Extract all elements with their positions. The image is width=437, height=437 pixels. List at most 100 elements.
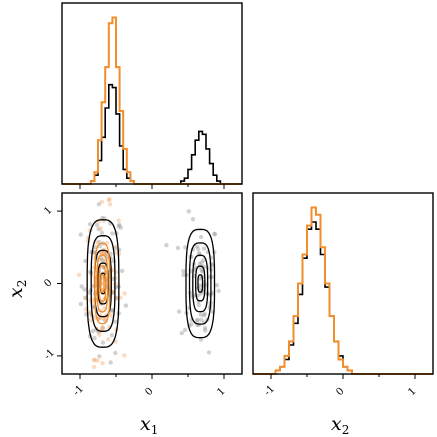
scatter-point-a: [78, 301, 84, 307]
scatter-point-a: [201, 264, 206, 269]
scatter-point-a: [198, 234, 204, 240]
scatter-point-b: [98, 226, 104, 231]
contour-line-a: [192, 254, 209, 313]
scatter-point-a: [197, 276, 203, 281]
scatter-point-b: [95, 358, 100, 363]
scatter-point-b: [102, 317, 108, 322]
scatter-point-a: [201, 246, 207, 251]
scatter-point-a: [176, 309, 182, 314]
scatter-point-b: [105, 337, 111, 342]
scatter-point-a: [109, 333, 115, 338]
scatter-point-b: [99, 199, 105, 204]
scatter-point-b: [99, 326, 105, 331]
scatter-point-a: [198, 337, 204, 342]
scatter-point-a: [123, 303, 129, 308]
scatter-point-b: [116, 218, 122, 223]
scatter-point-b: [113, 244, 119, 249]
x1-tick-label: 0: [143, 386, 155, 398]
scatter-point-a: [164, 243, 169, 248]
scatter-point-a: [212, 232, 218, 237]
scatter-point-a: [87, 222, 93, 227]
scatter-point-a: [117, 222, 122, 228]
scatter-point-a: [175, 245, 181, 251]
scatter-point-a: [118, 225, 123, 230]
x1-histogram-a: [62, 83, 242, 185]
contour-line-a: [197, 274, 204, 293]
scatter-point-a: [196, 251, 202, 256]
scatter-point-a: [87, 290, 92, 295]
scatter-point-a: [82, 287, 87, 292]
scatter-point-b: [88, 318, 94, 323]
x2-histogram-a: [253, 221, 433, 375]
scatter-point-b: [122, 353, 127, 358]
scatter-point-a: [202, 311, 207, 317]
contour-line-a: [185, 228, 216, 339]
scatter-point-a: [99, 230, 105, 235]
scatter-point-a: [97, 354, 102, 359]
scatter-point-a: [109, 308, 115, 313]
scatter-point-a: [189, 322, 194, 327]
scatter-point-a: [197, 261, 202, 267]
x2-tick-label: -1: [262, 383, 277, 398]
scatter-point-a: [92, 335, 97, 341]
scatter-point-a: [83, 258, 88, 264]
scatter-point-a: [100, 340, 106, 345]
scatter-point-a: [182, 327, 188, 333]
x1-histogram-frame: [61, 2, 243, 185]
scatter-point-a: [199, 268, 204, 273]
scatter-point-b: [107, 202, 113, 207]
scatter-point-b: [110, 290, 116, 295]
scatter-point-a: [110, 231, 115, 236]
scatter-point-a: [194, 318, 199, 324]
scatter-point-a: [116, 224, 122, 229]
scatter-point-a: [184, 272, 189, 278]
contour-line-b: [96, 254, 109, 313]
scatter-point-b: [97, 332, 102, 337]
scatter-point-b: [91, 357, 97, 363]
scatter-point-b: [100, 326, 106, 331]
scatter-point-a: [196, 302, 201, 308]
scatter-point-a: [202, 325, 208, 331]
scatter-point-a: [183, 245, 188, 250]
scatter-point-a: [206, 350, 212, 355]
x2-histogram-frame: [252, 192, 434, 375]
scatter-point-a: [181, 268, 186, 274]
contour-line-a: [90, 235, 116, 332]
scatter-point-a: [203, 328, 208, 333]
scatter-point-b: [109, 313, 114, 318]
scatter-point-a: [196, 246, 201, 252]
scatter-point-a: [216, 288, 221, 294]
x1-tick-label: 1: [215, 386, 227, 398]
scatter-point-a: [181, 272, 186, 278]
scatter-point-a: [190, 217, 196, 222]
scatter-point-b: [114, 296, 120, 301]
scatter-point-b: [113, 270, 118, 275]
scatter-point-a: [214, 283, 219, 288]
scatter-point-a: [96, 202, 102, 207]
scatter-point-a: [199, 260, 204, 265]
x2-tick-label: 0: [334, 386, 346, 398]
scatter-point-a: [94, 222, 100, 228]
contour-line-a: [188, 242, 212, 325]
scatter-point-a: [83, 295, 88, 301]
scatter-point-b: [107, 197, 112, 202]
x2-y-axis-label: x2: [5, 280, 29, 298]
scatter-point-b: [99, 250, 105, 255]
scatter-point-a: [78, 232, 84, 237]
scatter-point-a: [201, 258, 206, 263]
contour-line-a: [97, 262, 109, 305]
x2-y-tick-label: 0: [42, 277, 54, 289]
scatter-point-a: [212, 231, 217, 236]
scatter-point-a: [198, 312, 204, 317]
scatter-point-b: [100, 316, 105, 321]
x1-axis-label: x1: [140, 413, 158, 437]
scatter-point-a: [100, 325, 106, 330]
scatter-point-a: [194, 244, 199, 249]
x2-y-tick-label: -1: [42, 347, 57, 362]
scatter-point-a: [201, 313, 207, 318]
scatter-point-b: [100, 361, 105, 366]
scatter-point-b: [87, 309, 93, 315]
scatter-point-a: [90, 328, 96, 334]
scatter-point-a: [195, 317, 200, 322]
